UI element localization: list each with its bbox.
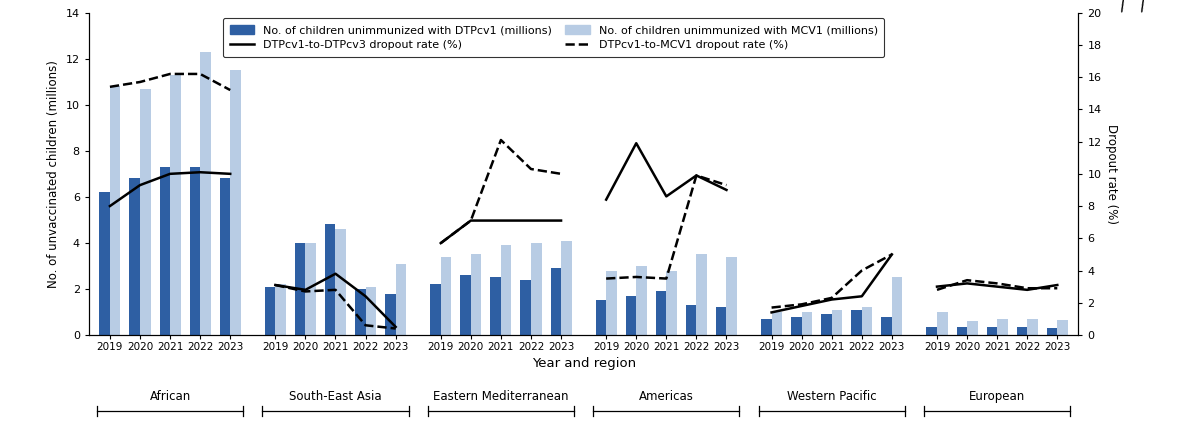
Bar xyxy=(100,192,110,335)
Legend: No. of children unimmunized with DTPcv1 (millions), DTPcv1-to-DTPcv3 dropout rat: No. of children unimmunized with DTPcv1 … xyxy=(223,18,884,57)
Bar xyxy=(697,254,707,335)
Bar xyxy=(892,277,903,335)
Bar xyxy=(686,305,697,335)
Bar xyxy=(636,266,647,335)
Bar xyxy=(531,243,542,335)
Text: South-East Asia: South-East Asia xyxy=(289,390,382,403)
Bar xyxy=(430,285,441,335)
Bar xyxy=(927,327,937,335)
Bar xyxy=(802,312,812,335)
Bar xyxy=(275,285,286,335)
Bar xyxy=(882,317,892,335)
Bar xyxy=(937,312,948,335)
Bar xyxy=(230,70,241,335)
Bar xyxy=(561,240,571,335)
Bar xyxy=(129,179,140,335)
Bar xyxy=(997,319,1007,335)
Bar xyxy=(306,243,316,335)
Bar xyxy=(861,307,872,335)
Bar xyxy=(655,291,666,335)
Bar xyxy=(956,327,967,335)
Bar xyxy=(551,268,561,335)
Bar xyxy=(1057,320,1068,335)
Bar xyxy=(1046,328,1057,335)
Text: /: / xyxy=(1119,0,1127,14)
Text: Western Pacific: Western Pacific xyxy=(787,390,877,403)
Bar xyxy=(160,167,171,335)
Text: /: / xyxy=(1138,0,1147,14)
Y-axis label: No. of unvaccinated children (millions): No. of unvaccinated children (millions) xyxy=(47,60,60,288)
Text: European: European xyxy=(969,390,1025,403)
Bar xyxy=(325,224,335,335)
Text: Americas: Americas xyxy=(639,390,693,403)
Bar xyxy=(520,280,531,335)
Bar xyxy=(1017,327,1027,335)
Bar xyxy=(666,271,677,335)
Y-axis label: Dropout rate (%): Dropout rate (%) xyxy=(1106,124,1119,224)
Bar xyxy=(385,293,396,335)
Bar xyxy=(491,277,501,335)
Bar xyxy=(140,89,150,335)
Text: Eastern Mediterranean: Eastern Mediterranean xyxy=(434,390,569,403)
Bar xyxy=(470,254,481,335)
Bar xyxy=(441,257,451,335)
Bar xyxy=(792,317,802,335)
Bar xyxy=(832,310,843,335)
Bar xyxy=(396,264,406,335)
Bar xyxy=(607,271,616,335)
Bar xyxy=(365,287,376,335)
Bar xyxy=(460,275,470,335)
Bar xyxy=(967,321,978,335)
X-axis label: Year and region: Year and region xyxy=(532,357,635,371)
Text: African: African xyxy=(149,390,191,403)
Bar xyxy=(219,179,230,335)
Bar xyxy=(335,229,346,335)
Bar xyxy=(726,257,737,335)
Bar xyxy=(1027,319,1038,335)
Bar xyxy=(171,75,180,335)
Bar xyxy=(295,243,306,335)
Bar xyxy=(821,314,832,335)
Bar xyxy=(771,312,782,335)
Bar xyxy=(110,86,121,335)
Bar xyxy=(987,327,997,335)
Bar xyxy=(716,307,726,335)
Bar xyxy=(851,310,861,335)
Bar xyxy=(501,245,512,335)
Bar xyxy=(264,287,275,335)
Bar xyxy=(596,301,607,335)
Bar xyxy=(356,289,365,335)
Bar xyxy=(200,52,211,335)
Bar xyxy=(190,167,200,335)
Bar xyxy=(626,296,636,335)
Bar xyxy=(761,319,771,335)
